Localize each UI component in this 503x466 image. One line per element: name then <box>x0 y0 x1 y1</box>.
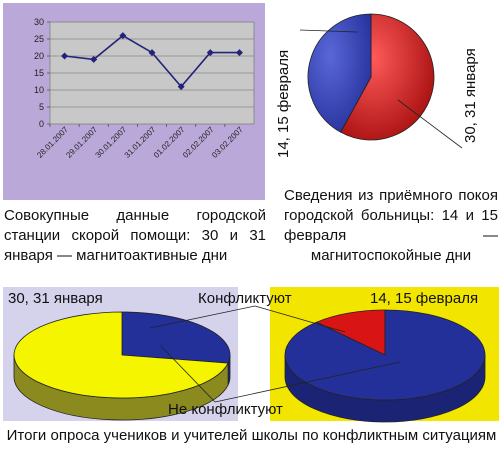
admission-caption: Сведения из приёмного покоя городской бо… <box>284 187 498 264</box>
data-point <box>119 32 127 40</box>
leader-line-feb <box>299 29 358 33</box>
survey-jan-title: 30, 31 января <box>8 290 103 307</box>
data-point <box>177 83 185 91</box>
leader-no-conflict-jan <box>159 344 216 403</box>
y-tick-label: 25 <box>34 34 44 44</box>
line-chart-caption: Совокупные данные городской станции скор… <box>4 207 266 264</box>
pie-slice-jan <box>340 13 435 141</box>
survey-caption: Итоги опроса учеников и учителей школы п… <box>6 427 497 444</box>
feb-slice-conflict-top <box>315 309 386 356</box>
survey-feb-title: 14, 15 февраля <box>370 290 479 307</box>
y-tick-label: 30 <box>34 17 44 27</box>
data-point <box>90 55 98 63</box>
feb-slice-no-conflict-top <box>284 309 486 401</box>
leader-conflict-jan <box>149 305 256 329</box>
pie-slice-feb <box>307 13 372 133</box>
y-tick-label: 20 <box>34 51 44 61</box>
jan-slice-no-conflict-top <box>13 311 229 399</box>
data-point <box>206 49 214 57</box>
data-point <box>61 52 69 60</box>
y-tick-label: 15 <box>34 68 44 78</box>
y-tick-label: 10 <box>34 85 44 95</box>
y-tick-label: 5 <box>39 102 44 112</box>
y-tick-label: 0 <box>39 119 44 129</box>
conflict-label: Конфликтуют <box>198 290 292 307</box>
jan-slice-conflict-top <box>121 311 231 364</box>
no-conflict-label: Не конфликтуют <box>168 401 283 418</box>
data-point <box>235 49 243 57</box>
leader-conflict-feb <box>254 305 346 333</box>
leader-line-jan <box>397 99 463 149</box>
leader-no-conflict-feb <box>214 361 401 403</box>
data-point <box>148 49 156 57</box>
